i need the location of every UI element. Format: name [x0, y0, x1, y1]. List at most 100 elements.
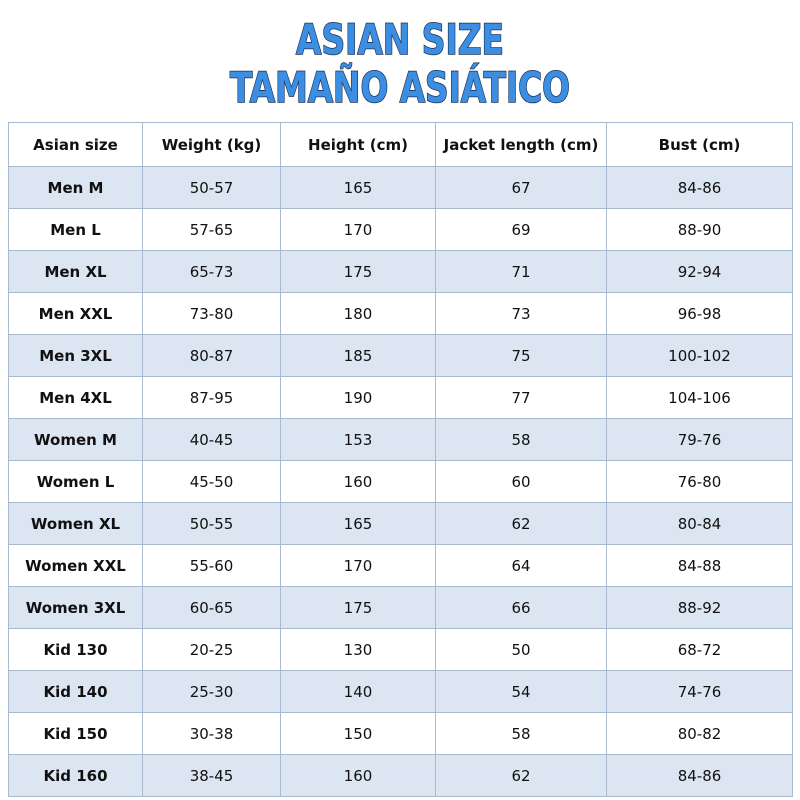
value-cell: 57-65 [142, 208, 281, 251]
value-cell: 54 [435, 670, 607, 713]
table-row: Men M 50-57 165 67 84-86 [8, 166, 793, 209]
value-cell: 175 [280, 250, 436, 293]
value-cell: 84-86 [606, 166, 793, 209]
value-cell: 165 [280, 502, 436, 545]
value-cell: 58 [435, 712, 607, 755]
value-cell: 25-30 [142, 670, 281, 713]
value-cell: 20-25 [142, 628, 281, 671]
value-cell: 30-38 [142, 712, 281, 755]
size-cell: Men 4XL [8, 376, 143, 419]
value-cell: 96-98 [606, 292, 793, 335]
table-body: Men M 50-57 165 67 84-86 Men L 57-65 170 69 88-90… [8, 166, 793, 797]
value-cell: 88-90 [606, 208, 793, 251]
value-cell: 64 [435, 544, 607, 587]
value-cell: 60-65 [142, 586, 281, 629]
value-cell: 100-102 [606, 334, 793, 377]
title-line: ASIAN SIZE [296, 15, 504, 64]
table-row: Men XXL 73-80 180 73 96-98 [8, 292, 793, 335]
title-block: ASIAN SIZE TAMAÑO ASIÁTICO [229, 14, 571, 113]
table-row: Men L 57-65 170 69 88-90 [8, 208, 793, 251]
value-cell: 71 [435, 250, 607, 293]
value-cell: 75 [435, 334, 607, 377]
value-cell: 80-82 [606, 712, 793, 755]
table-row: Kid 160 38-45 160 62 84-86 [8, 754, 793, 797]
value-cell: 68-72 [606, 628, 793, 671]
value-cell: 62 [435, 502, 607, 545]
value-cell: 84-86 [606, 754, 793, 797]
table-row: Women XXL 55-60 170 64 84-88 [8, 544, 793, 587]
size-cell: Kid 140 [8, 670, 143, 713]
size-cell: Women XL [8, 502, 143, 545]
value-cell: 175 [280, 586, 436, 629]
value-cell: 87-95 [142, 376, 281, 419]
value-cell: 170 [280, 208, 436, 251]
table-row: Women M 40-45 153 58 79-76 [8, 418, 793, 461]
value-cell: 50 [435, 628, 607, 671]
size-cell: Kid 160 [8, 754, 143, 797]
value-cell: 73 [435, 292, 607, 335]
size-cell: Women 3XL [8, 586, 143, 629]
value-cell: 58 [435, 418, 607, 461]
value-cell: 60 [435, 460, 607, 503]
column-header: Weight (kg) [142, 122, 281, 167]
value-cell: 45-50 [142, 460, 281, 503]
value-cell: 92-94 [606, 250, 793, 293]
value-cell: 190 [280, 376, 436, 419]
size-cell: Women XXL [8, 544, 143, 587]
value-cell: 50-55 [142, 502, 281, 545]
value-cell: 130 [280, 628, 436, 671]
value-cell: 140 [280, 670, 436, 713]
size-cell: Men M [8, 166, 143, 209]
value-cell: 66 [435, 586, 607, 629]
value-cell: 165 [280, 166, 436, 209]
value-cell: 69 [435, 208, 607, 251]
value-cell: 104-106 [606, 376, 793, 419]
table-row: Women 3XL 60-65 175 66 88-92 [8, 586, 793, 629]
value-cell: 77 [435, 376, 607, 419]
value-cell: 74-76 [606, 670, 793, 713]
table-row: Women XL 50-55 165 62 80-84 [8, 502, 793, 545]
column-header: Asian size [8, 122, 143, 167]
table-row: Kid 130 20-25 130 50 68-72 [8, 628, 793, 671]
size-cell: Men XL [8, 250, 143, 293]
value-cell: 160 [280, 460, 436, 503]
table-row: Men XL 65-73 175 71 92-94 [8, 250, 793, 293]
table-row: Men 3XL 80-87 185 75 100-102 [8, 334, 793, 377]
size-cell: Kid 130 [8, 628, 143, 671]
value-cell: 62 [435, 754, 607, 797]
size-cell: Men 3XL [8, 334, 143, 377]
size-cell: Men XXL [8, 292, 143, 335]
table-row: Kid 140 25-30 140 54 74-76 [8, 670, 793, 713]
value-cell: 50-57 [142, 166, 281, 209]
table-row: Men 4XL 87-95 190 77 104-106 [8, 376, 793, 419]
table-row: Women L 45-50 160 60 76-80 [8, 460, 793, 503]
size-cell: Men L [8, 208, 143, 251]
value-cell: 79-76 [606, 418, 793, 461]
column-header: Height (cm) [280, 122, 436, 167]
value-cell: 150 [280, 712, 436, 755]
value-cell: 40-45 [142, 418, 281, 461]
value-cell: 67 [435, 166, 607, 209]
value-cell: 76-80 [606, 460, 793, 503]
value-cell: 73-80 [142, 292, 281, 335]
value-cell: 55-60 [142, 544, 281, 587]
value-cell: 170 [280, 544, 436, 587]
size-table: Asian size Weight (kg) Height (cm) Jacket l… [8, 122, 793, 797]
value-cell: 185 [280, 334, 436, 377]
title-line: TAMAÑO ASIÁTICO [230, 62, 570, 112]
value-cell: 160 [280, 754, 436, 797]
size-cell: Women M [8, 418, 143, 461]
value-cell: 80-87 [142, 334, 281, 377]
value-cell: 180 [280, 292, 436, 335]
table-row: Kid 150 30-38 150 58 80-82 [8, 712, 793, 755]
header-row: Asian size Weight (kg) Height (cm) Jacket l… [8, 122, 793, 167]
value-cell: 65-73 [142, 250, 281, 293]
value-cell: 88-92 [606, 586, 793, 629]
value-cell: 38-45 [142, 754, 281, 797]
size-cell: Women L [8, 460, 143, 503]
column-header: Jacket length (cm) [435, 122, 607, 167]
column-header: Bust (cm) [606, 122, 793, 167]
size-cell: Kid 150 [8, 712, 143, 755]
value-cell: 153 [280, 418, 436, 461]
